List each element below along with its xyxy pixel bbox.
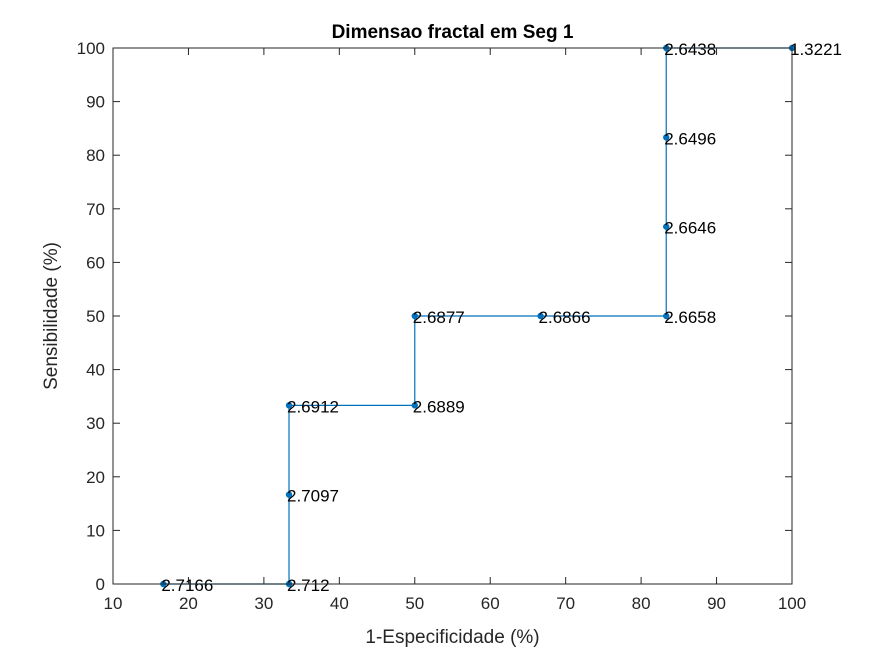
x-tick-label: 10 xyxy=(104,594,123,613)
data-point xyxy=(285,402,293,409)
data-point-label: 2.6912 xyxy=(287,397,339,416)
data-point-label: 2.6438 xyxy=(664,40,716,59)
chart-title: Dimensao fractal em Seg 1 xyxy=(332,22,574,43)
data-point-label: 2.6646 xyxy=(664,219,716,238)
y-tick-label: 10 xyxy=(86,521,105,540)
data-point-label: 2.6658 xyxy=(664,308,716,327)
y-tick-label: 90 xyxy=(86,93,105,112)
y-tick-label: 60 xyxy=(86,253,105,272)
data-point xyxy=(411,312,418,320)
y-axis-label: Sensibilidade (%) xyxy=(41,242,62,390)
x-axis-label: 1-Especificidade (%) xyxy=(365,627,539,648)
data-point-label: 2.6889 xyxy=(413,397,465,416)
x-tick-label: 100 xyxy=(778,594,806,613)
plot-frame xyxy=(112,47,793,585)
data-point xyxy=(663,312,670,320)
data-point xyxy=(663,134,670,141)
data-point xyxy=(663,223,670,230)
data-point xyxy=(411,402,418,409)
series-line xyxy=(163,47,792,585)
data-point-label: 2.6866 xyxy=(539,308,591,327)
data-point-label: 2.7097 xyxy=(287,487,339,506)
ticks-layer: 10 20 30 40 50 60 70 80 90 1000102030405060708090… xyxy=(77,39,807,613)
x-tick-label: 90 xyxy=(707,594,726,613)
data-point xyxy=(285,491,293,498)
x-tick-label: 40 xyxy=(330,594,349,613)
x-tick-label: 50 xyxy=(405,594,424,613)
data-point xyxy=(537,312,544,320)
data-labels-layer: 2.7166 2.712 2.7097 2.6912 2.6889 2.6877 2.686… xyxy=(161,40,842,595)
data-point-label: 1.3221 xyxy=(790,40,842,59)
x-tick-label: 20 xyxy=(179,594,198,613)
data-point-label: 2.712 xyxy=(287,576,330,595)
data-point-label: 2.7166 xyxy=(161,576,213,595)
y-tick-label: 30 xyxy=(86,414,105,433)
x-tick-label: 30 xyxy=(254,594,273,613)
y-tick-label: 70 xyxy=(86,200,105,219)
x-tick-label: 70 xyxy=(556,594,575,613)
y-tick-label: 20 xyxy=(86,468,105,487)
x-tick-label: 60 xyxy=(481,594,500,613)
x-tick-label: 80 xyxy=(632,594,651,613)
y-tick-label: 40 xyxy=(86,361,105,380)
y-tick-label: 0 xyxy=(96,575,105,594)
y-tick-label: 80 xyxy=(86,146,105,165)
y-tick-label: 100 xyxy=(77,39,105,58)
data-point-label: 2.6877 xyxy=(413,308,465,327)
y-tick-label: 50 xyxy=(86,307,105,326)
data-point-label: 2.6496 xyxy=(664,129,716,148)
